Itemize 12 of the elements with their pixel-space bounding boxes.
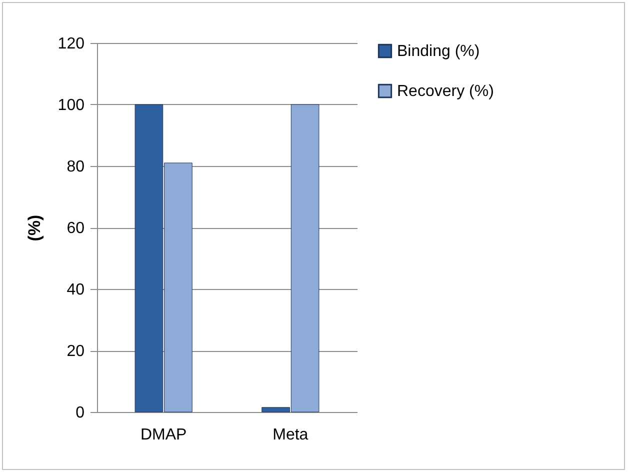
y-axis-title: (%) [24, 214, 44, 242]
x-tick-label: Meta [272, 426, 308, 444]
legend-label: Recovery (%) [397, 83, 494, 100]
x-tick-label: DMAP [140, 426, 187, 444]
legend-label: Binding (%) [397, 43, 480, 60]
y-tick-label: 60 [66, 220, 85, 237]
y-tick-label: 20 [66, 343, 85, 360]
y-tick-label: 80 [66, 158, 85, 176]
y-tick-label: 0 [76, 404, 85, 422]
y-tick-label: 40 [66, 282, 85, 298]
y-tick-label: 100 [58, 97, 85, 114]
y-tick-label: 120 [58, 36, 85, 52]
